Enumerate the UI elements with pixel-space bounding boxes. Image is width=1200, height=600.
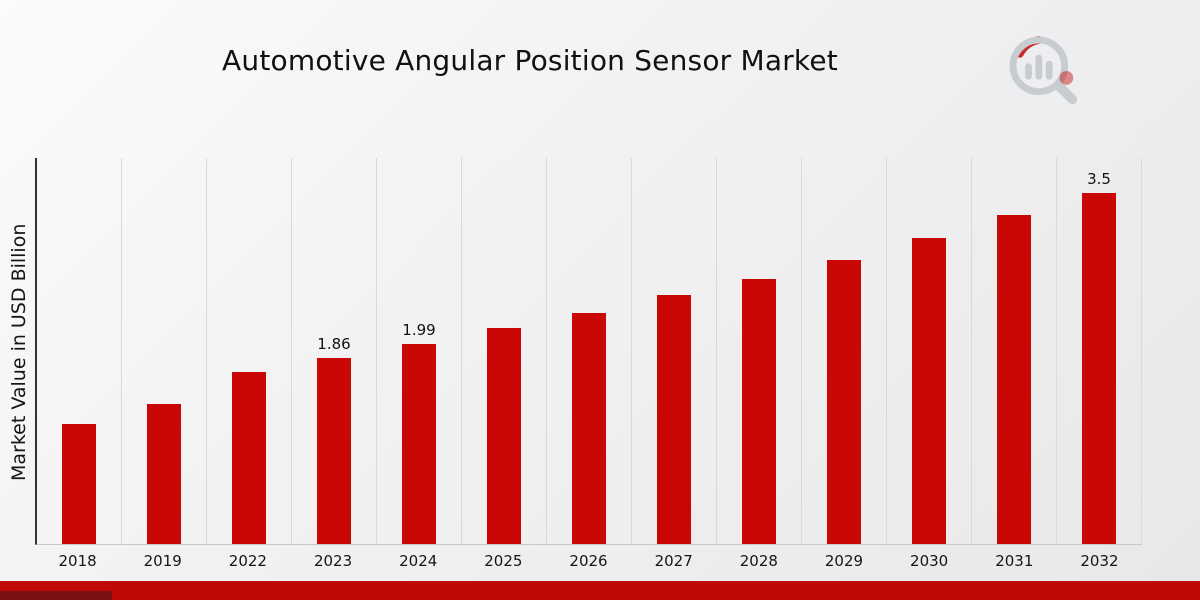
- logo-chart-bar: [1035, 54, 1043, 80]
- page-title: Automotive Angular Position Sensor Marke…: [222, 44, 838, 77]
- bar-2032: [1082, 193, 1116, 544]
- magnifier-handle-icon: [1053, 80, 1078, 105]
- x-tick-label: 2023: [313, 552, 353, 570]
- x-tick-label: 2022: [228, 552, 267, 570]
- bar-2022: [232, 371, 266, 544]
- magnifier-lens-icon: [1009, 36, 1069, 96]
- bar-2031: [997, 215, 1031, 544]
- bar-2028: [742, 279, 776, 544]
- logo-chart-bar: [1045, 60, 1053, 80]
- x-tick-label: 2026: [569, 552, 608, 570]
- footer-ribbon-fold: [0, 591, 112, 600]
- bar-2027: [657, 295, 691, 544]
- bar-2019: [147, 403, 181, 544]
- gridline-cell: [207, 158, 292, 544]
- logo-red-dot: [1059, 71, 1074, 85]
- bar-2026: [572, 313, 606, 544]
- gridline-cell: [972, 158, 1057, 544]
- bar-value-label: 1.86: [317, 334, 351, 353]
- bar-2029: [827, 260, 861, 544]
- logo-chart-bar: [1025, 63, 1032, 80]
- gridline-cell: [462, 158, 547, 544]
- bar-2024: [402, 344, 436, 544]
- bar-value-label: 1.99: [402, 321, 436, 340]
- x-tick-label: 2030: [910, 552, 949, 570]
- plot-area: 1.86 1.99 3.5: [35, 158, 1142, 545]
- gridline-cell: 3.5: [1057, 158, 1142, 544]
- brand-logo: [1009, 36, 1078, 105]
- x-tick-label: 2032: [1080, 552, 1119, 570]
- gridline-cell: [632, 158, 717, 544]
- gridline-cell: [802, 158, 887, 544]
- x-axis-labels: 2018 2019 2022 2023 2024 2025 2026 2027 2028 2029…: [35, 552, 1142, 572]
- x-tick-label: 2029: [824, 552, 864, 570]
- gridline-cell: 1.99: [377, 158, 462, 544]
- footer-ribbon: [0, 581, 1200, 600]
- bar-2023: [317, 357, 351, 544]
- gridline-cell: [37, 158, 122, 544]
- x-tick-label: 2028: [739, 552, 778, 570]
- gridline-cell: [717, 158, 802, 544]
- bar-2025: [487, 328, 521, 544]
- gridline-cell: 1.86: [292, 158, 377, 544]
- y-axis-label: Market Value in USD Billion: [8, 223, 30, 481]
- x-tick-label: 2018: [58, 552, 97, 570]
- x-tick-label: 2031: [995, 552, 1034, 570]
- x-tick-label: 2024: [399, 552, 438, 570]
- gridline-cell: [887, 158, 972, 544]
- bar-value-label: 3.5: [1087, 170, 1111, 189]
- gridline-cell: [122, 158, 207, 544]
- x-tick-label: 2025: [484, 552, 523, 570]
- x-tick-label: 2019: [143, 552, 182, 570]
- bar-2018: [62, 423, 96, 544]
- x-tick-label: 2027: [654, 552, 693, 570]
- bar-2030: [912, 238, 946, 544]
- gridline-cell: [547, 158, 632, 544]
